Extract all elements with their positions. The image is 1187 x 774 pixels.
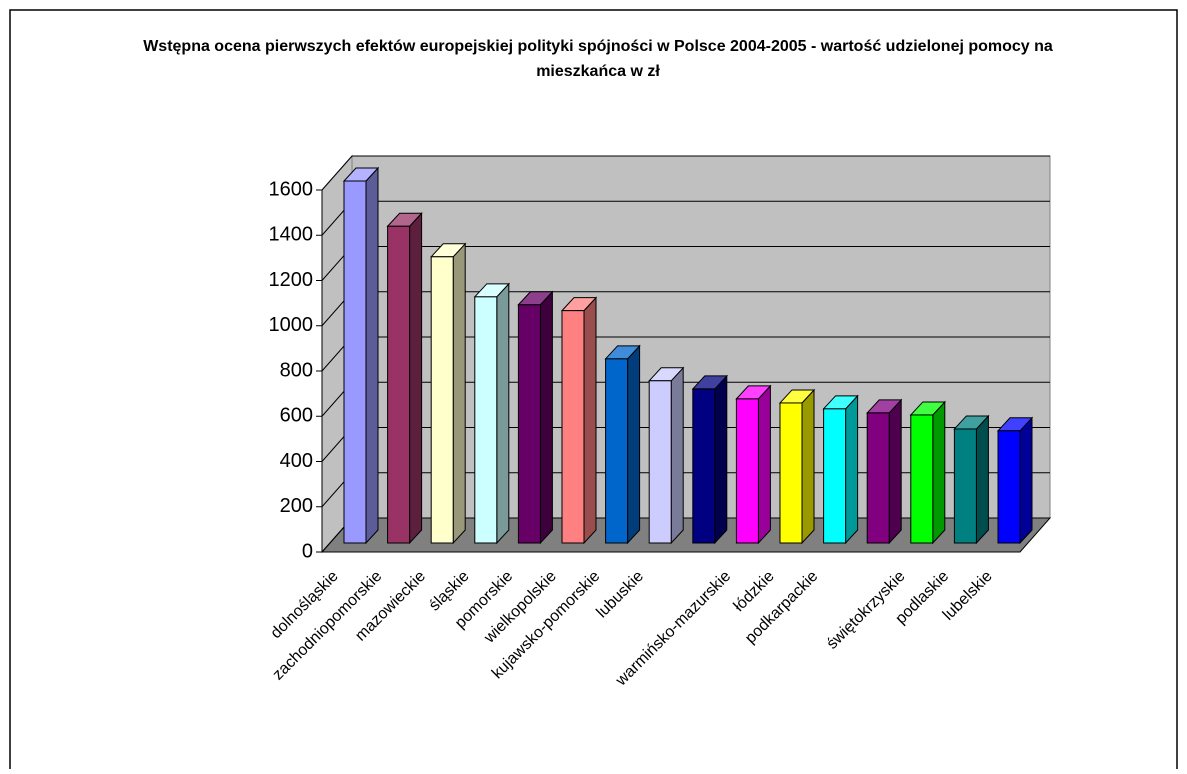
bar [692, 388, 716, 544]
bar [779, 402, 803, 544]
bar-side [757, 384, 771, 545]
bar [430, 256, 454, 544]
bar [648, 380, 672, 544]
bar-side [1019, 416, 1033, 545]
x-tick-label: lubuskie [593, 568, 647, 622]
x-tick-label: świętokrzyskie [824, 568, 909, 653]
bar [735, 398, 759, 544]
bar-side [670, 366, 684, 545]
y-tick-label: 1400 [269, 224, 314, 246]
chart-border [9, 9, 1178, 769]
y-tick-label: 400 [280, 450, 313, 472]
bar-side [627, 344, 641, 545]
y-tick-label: 800 [280, 359, 313, 381]
bar-side [888, 398, 902, 545]
bar-side [975, 414, 989, 545]
bar-side [539, 290, 553, 545]
bar-side [409, 211, 423, 545]
bar [605, 358, 629, 544]
bar [517, 304, 541, 544]
bar-side [583, 296, 597, 545]
y-tick-label: 1200 [269, 269, 314, 291]
y-tick-label: 1000 [269, 314, 314, 336]
bar-side [714, 374, 728, 545]
bar-side [452, 242, 466, 545]
bar-side [496, 282, 510, 545]
bar [561, 310, 585, 544]
bar [343, 180, 367, 544]
bar [953, 428, 977, 544]
title-box: Wstępna ocena pierwszych efektów europej… [143, 38, 1053, 80]
chart-title: Wstępna ocena pierwszych efektów europej… [143, 38, 1053, 80]
bar [474, 296, 498, 544]
bar-side [845, 394, 859, 545]
bar-side [365, 166, 379, 545]
y-tick-label: 200 [280, 495, 313, 517]
grid-line [321, 155, 1050, 191]
y-tick-label: 0 [302, 540, 313, 562]
bar-side [801, 388, 815, 545]
bar [910, 414, 934, 544]
bar [866, 412, 890, 544]
bar [387, 225, 411, 544]
bar [823, 408, 847, 544]
bar-side [932, 400, 946, 545]
y-tick-label: 600 [280, 405, 313, 427]
bar [997, 430, 1021, 544]
y-tick-label: 1600 [269, 178, 314, 200]
